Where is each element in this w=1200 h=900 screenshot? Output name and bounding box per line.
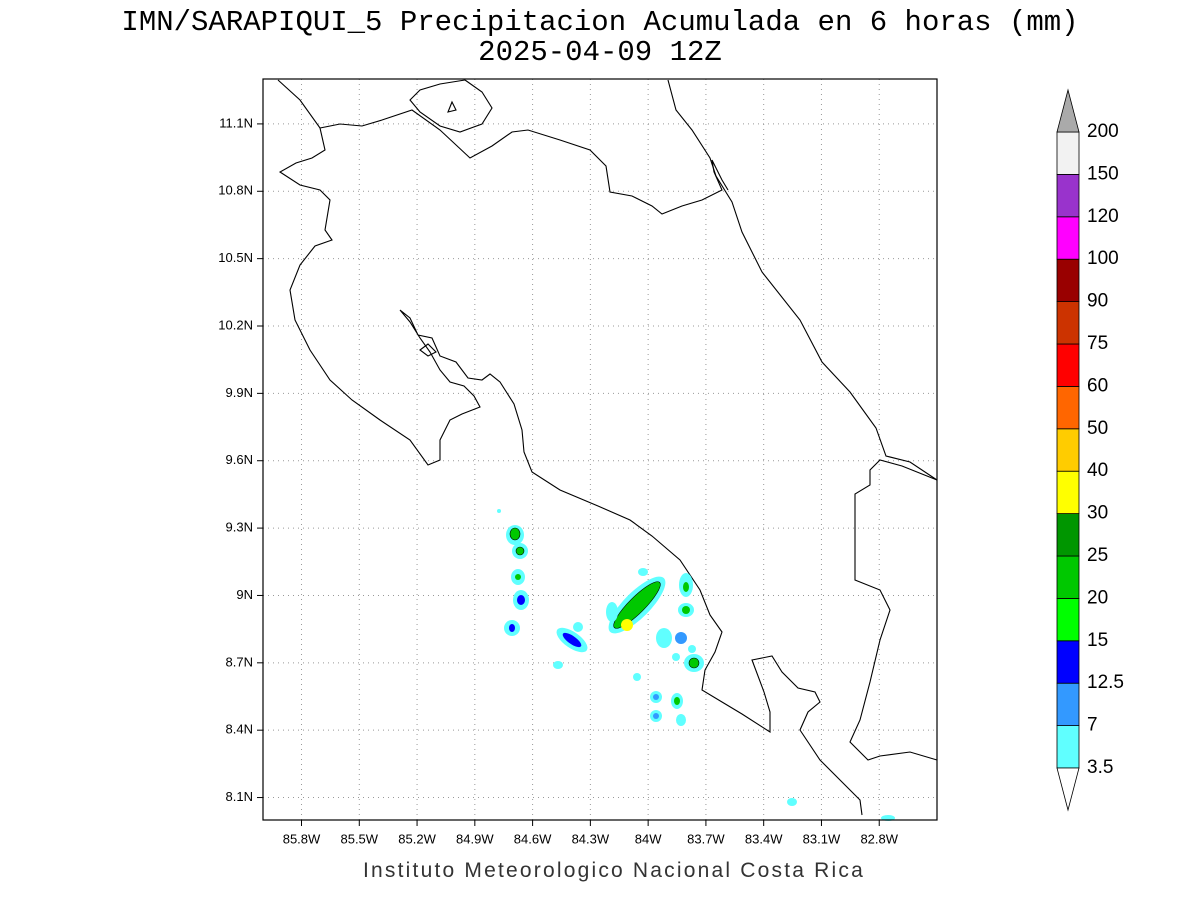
rain-area — [606, 602, 618, 622]
title: IMN/SARAPIQUI_5 Precipitacion Acumulada … — [121, 6, 1078, 39]
rain-area — [656, 628, 672, 648]
colorbar-label: 40 — [1087, 460, 1108, 481]
x-tick-label: 83.7W — [687, 831, 725, 846]
rain-area — [515, 574, 521, 580]
colorbar-under — [1056, 767, 1080, 812]
coastline — [447, 100, 457, 113]
colorbar-box — [1056, 640, 1080, 684]
rain-area — [517, 595, 525, 605]
colorbar-box — [1056, 258, 1080, 303]
colorbar-box — [1056, 131, 1080, 175]
coastline — [319, 109, 729, 215]
colorbar-label: 120 — [1087, 206, 1119, 227]
rain-area — [497, 509, 501, 513]
colorbar-box — [1056, 470, 1080, 515]
colorbar-box — [1056, 428, 1080, 472]
y-tick-label: 10.5N — [218, 250, 253, 265]
colorbar-box — [1056, 598, 1080, 642]
rain-area — [633, 673, 641, 681]
colorbar-label: 200 — [1087, 121, 1119, 142]
colorbar-label: 90 — [1087, 291, 1108, 312]
y-tick-label: 8.7N — [226, 654, 253, 669]
colorbar-label: 3.5 — [1087, 757, 1113, 778]
x-tick-label: 82.8W — [860, 831, 898, 846]
y-tick-label: 9.9N — [226, 385, 253, 400]
colorbar-label: 150 — [1087, 163, 1119, 184]
colorbar-box — [1056, 555, 1080, 599]
footer: Instituto Meteorologico Nacional Costa R… — [363, 859, 865, 882]
colorbar-box — [1056, 682, 1080, 727]
colorbar-label: 7 — [1087, 715, 1098, 736]
y-tick-label: 9N — [236, 587, 253, 602]
colorbar-label: 15 — [1087, 630, 1108, 651]
y-tick-label: 11.1N — [219, 115, 253, 130]
coastline — [419, 343, 437, 357]
rain-area — [562, 632, 582, 648]
rain-area — [509, 527, 521, 541]
grid — [263, 79, 937, 820]
colorbar-box — [1056, 513, 1080, 557]
precipitation — [497, 509, 895, 821]
coastline — [409, 79, 493, 133]
x-tick-label: 84.3W — [572, 831, 610, 846]
rain-area — [675, 632, 687, 644]
y-tick-label: 10.8N — [218, 183, 253, 198]
x-tick-label: 83.4W — [745, 831, 783, 846]
colorbar-label: 100 — [1087, 248, 1119, 269]
rain-area — [621, 619, 633, 631]
colorbar-box — [1056, 173, 1080, 218]
colorbar-box — [1056, 725, 1080, 769]
rain-area — [688, 645, 696, 653]
colorbar-box — [1056, 343, 1080, 387]
coastline — [667, 79, 938, 481]
colorbar-box — [1056, 385, 1080, 430]
rain-area — [688, 657, 700, 669]
y-tick-label: 9.3N — [226, 520, 253, 535]
rain-area — [683, 582, 689, 592]
colorbar-label: 30 — [1087, 503, 1108, 524]
colorbar-label: 20 — [1087, 587, 1108, 608]
colorbar-over — [1056, 88, 1080, 133]
coastlines — [277, 79, 938, 816]
colorbar-label: 25 — [1087, 545, 1108, 566]
rain-area — [613, 581, 661, 629]
colorbar: 3.5 7 12.5 15 20 25 30 40 50 60 75 90 100 120 150 200 — [1056, 88, 1124, 812]
coastline — [277, 79, 863, 816]
x-tick-label: 85.8W — [283, 831, 321, 846]
rain-area — [672, 653, 680, 661]
y-tick-label: 9.6N — [226, 452, 253, 467]
x-tick-label: 84.6W — [514, 831, 552, 846]
rain-area — [676, 714, 686, 726]
y-tick-label: 8.1N — [226, 789, 253, 804]
x-tick-label: 83.1W — [803, 831, 841, 846]
x-tick-label: 84W — [635, 831, 662, 846]
rain-area — [653, 694, 659, 700]
rain-area — [674, 697, 680, 705]
colorbar-label: 60 — [1087, 375, 1108, 396]
rain-area — [682, 606, 690, 614]
rain-area — [573, 622, 583, 632]
x-tick-label: 85.5W — [340, 831, 378, 846]
colorbar-box — [1056, 301, 1080, 345]
colorbar-label: 75 — [1087, 333, 1108, 354]
rain-area — [787, 798, 797, 806]
colorbar-box — [1056, 216, 1080, 260]
rain-area — [515, 546, 525, 556]
y-tick-label: 8.4N — [226, 722, 253, 737]
map-frame — [262, 78, 938, 821]
rain-area — [509, 624, 515, 632]
coastline — [849, 459, 938, 761]
rain-area — [553, 661, 563, 669]
rain-area — [653, 713, 659, 719]
colorbar-label: 12.5 — [1087, 672, 1124, 693]
x-tick-label: 85.2W — [398, 831, 436, 846]
y-tick-label: 10.2N — [218, 317, 253, 332]
rain-area — [638, 568, 648, 576]
colorbar-label: 50 — [1087, 418, 1108, 439]
x-tick-label: 84.9W — [456, 831, 494, 846]
subtitle: 2025-04-09 12Z — [478, 36, 722, 69]
